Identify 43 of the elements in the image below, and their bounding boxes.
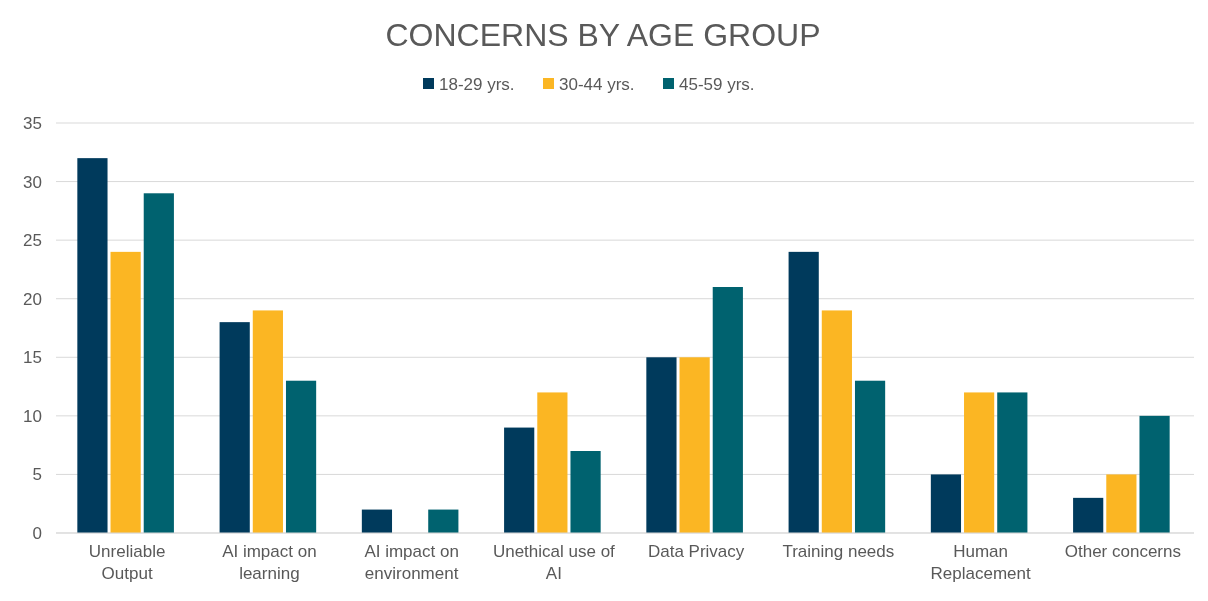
- bar: [646, 357, 677, 533]
- x-tick-label: AI impact on learning: [222, 542, 317, 583]
- y-tick-label: 5: [32, 465, 42, 485]
- bar: [219, 322, 250, 533]
- bar: [110, 251, 141, 533]
- bar: [788, 251, 819, 533]
- bar: [285, 380, 317, 533]
- chart-title: CONCERNS BY AGE GROUP: [385, 17, 821, 53]
- bar: [712, 287, 743, 533]
- bar: [930, 474, 962, 533]
- bar: [1073, 497, 1104, 533]
- y-tick-label: 20: [23, 289, 42, 309]
- y-tick-label: 15: [23, 348, 42, 368]
- x-tick-label: Unreliable Output: [88, 542, 166, 583]
- bar: [570, 451, 601, 533]
- x-tick-label: Unethical use of AI: [492, 542, 616, 583]
- bar: [679, 357, 710, 533]
- x-tick-label: Human Replacement: [930, 542, 1031, 583]
- bar: [77, 158, 108, 533]
- y-tick-label: 10: [23, 406, 42, 426]
- y-tick-label: 30: [23, 172, 42, 192]
- bar: [1139, 415, 1170, 533]
- y-tick-label: 35: [23, 113, 42, 133]
- bar: [964, 392, 995, 533]
- bar: [821, 310, 852, 533]
- x-tick-label: Data Privacy: [647, 542, 745, 561]
- bar: [537, 392, 568, 533]
- legend-label: 30-44 yrs.: [559, 74, 635, 94]
- x-tick-label: Other concerns: [1064, 542, 1181, 561]
- x-tick-label: Training needs: [782, 542, 895, 561]
- y-tick-label: 0: [32, 523, 42, 543]
- bar: [252, 310, 283, 533]
- bar: [854, 380, 886, 533]
- bar: [997, 392, 1028, 533]
- bar: [504, 427, 535, 533]
- y-tick-label: 25: [23, 231, 42, 251]
- legend-label: 18-29 yrs.: [439, 74, 515, 94]
- bar: [143, 193, 174, 533]
- legend-label: 45-59 yrs.: [679, 74, 755, 94]
- bar: [1106, 474, 1137, 533]
- bar: [428, 509, 459, 533]
- x-tick-label: AI impact on environment: [364, 542, 459, 583]
- bar: [361, 509, 393, 533]
